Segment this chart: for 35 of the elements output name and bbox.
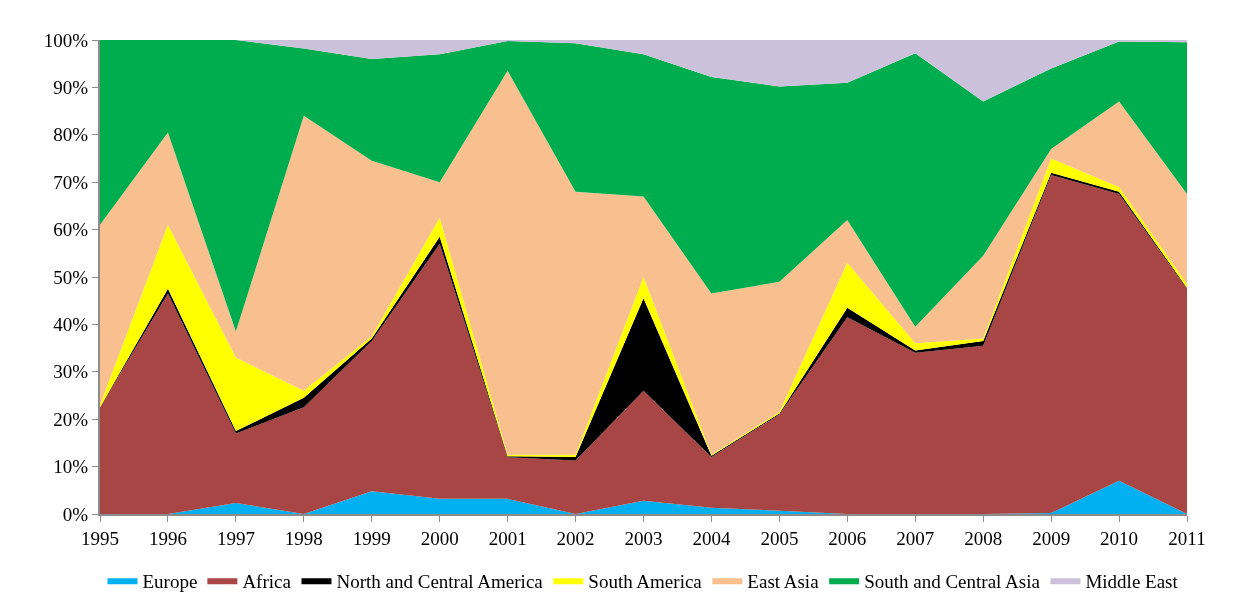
y-tick-label: 40% (53, 314, 89, 336)
legend-label: Middle East (1085, 570, 1179, 592)
y-tick-label: 0% (62, 503, 89, 525)
x-tick-label: 2011 (1168, 527, 1206, 549)
y-tick-label: 30% (53, 361, 89, 383)
x-tick-label: 1997 (216, 527, 255, 549)
y-tick-label: 50% (53, 266, 89, 288)
x-tick-label: 2006 (828, 527, 867, 549)
x-tick-label: 2010 (1100, 527, 1139, 549)
x-tick-label: 1999 (352, 527, 391, 549)
x-tick-label: 1998 (284, 527, 323, 549)
x-tick-label: 1995 (81, 527, 119, 549)
y-tick-label: 20% (53, 408, 89, 430)
x-tick-label: 2008 (964, 527, 1003, 549)
x-tick-label: 2002 (556, 527, 595, 549)
x-tick-label: 2007 (896, 527, 935, 549)
y-tick-label: 10% (53, 456, 89, 478)
legend-label: Africa (242, 570, 292, 592)
legend-label: Europe (142, 570, 198, 592)
x-tick-label: 2005 (760, 527, 799, 549)
legend-label: East Asia (747, 570, 820, 592)
y-tick-label: 80% (53, 124, 89, 146)
x-tick-label: 2009 (1032, 527, 1071, 549)
x-tick-label: 1996 (148, 527, 187, 549)
x-tick-label: 2003 (624, 527, 663, 549)
x-tick-label: 2004 (692, 527, 731, 549)
y-tick-label: 60% (53, 219, 89, 241)
x-tick-label: 2000 (420, 527, 459, 549)
y-tick-label: 70% (53, 171, 89, 193)
legend-label: South America (588, 570, 703, 592)
x-tick-label: 2001 (488, 527, 527, 549)
y-tick-label: 100% (43, 29, 89, 51)
legend-label: North and Central America (336, 570, 544, 592)
y-tick-label: 90% (53, 77, 89, 99)
legend-label: South and Central Asia (864, 570, 1041, 592)
